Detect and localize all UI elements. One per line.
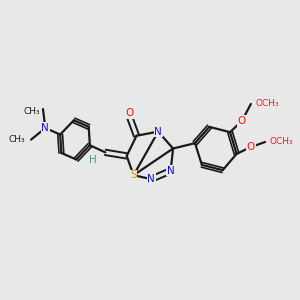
Text: N: N (41, 123, 49, 133)
Text: H: H (89, 154, 96, 164)
Text: CH₃: CH₃ (23, 107, 40, 116)
Text: O: O (126, 109, 134, 118)
Text: S: S (130, 170, 137, 180)
Text: N: N (167, 166, 175, 176)
Text: OCH₃: OCH₃ (269, 137, 293, 146)
Text: OCH₃: OCH₃ (255, 100, 279, 109)
Text: O: O (238, 116, 246, 126)
Text: O: O (247, 142, 255, 152)
Text: CH₃: CH₃ (8, 135, 25, 144)
Text: N: N (154, 127, 162, 136)
Text: N: N (148, 174, 155, 184)
